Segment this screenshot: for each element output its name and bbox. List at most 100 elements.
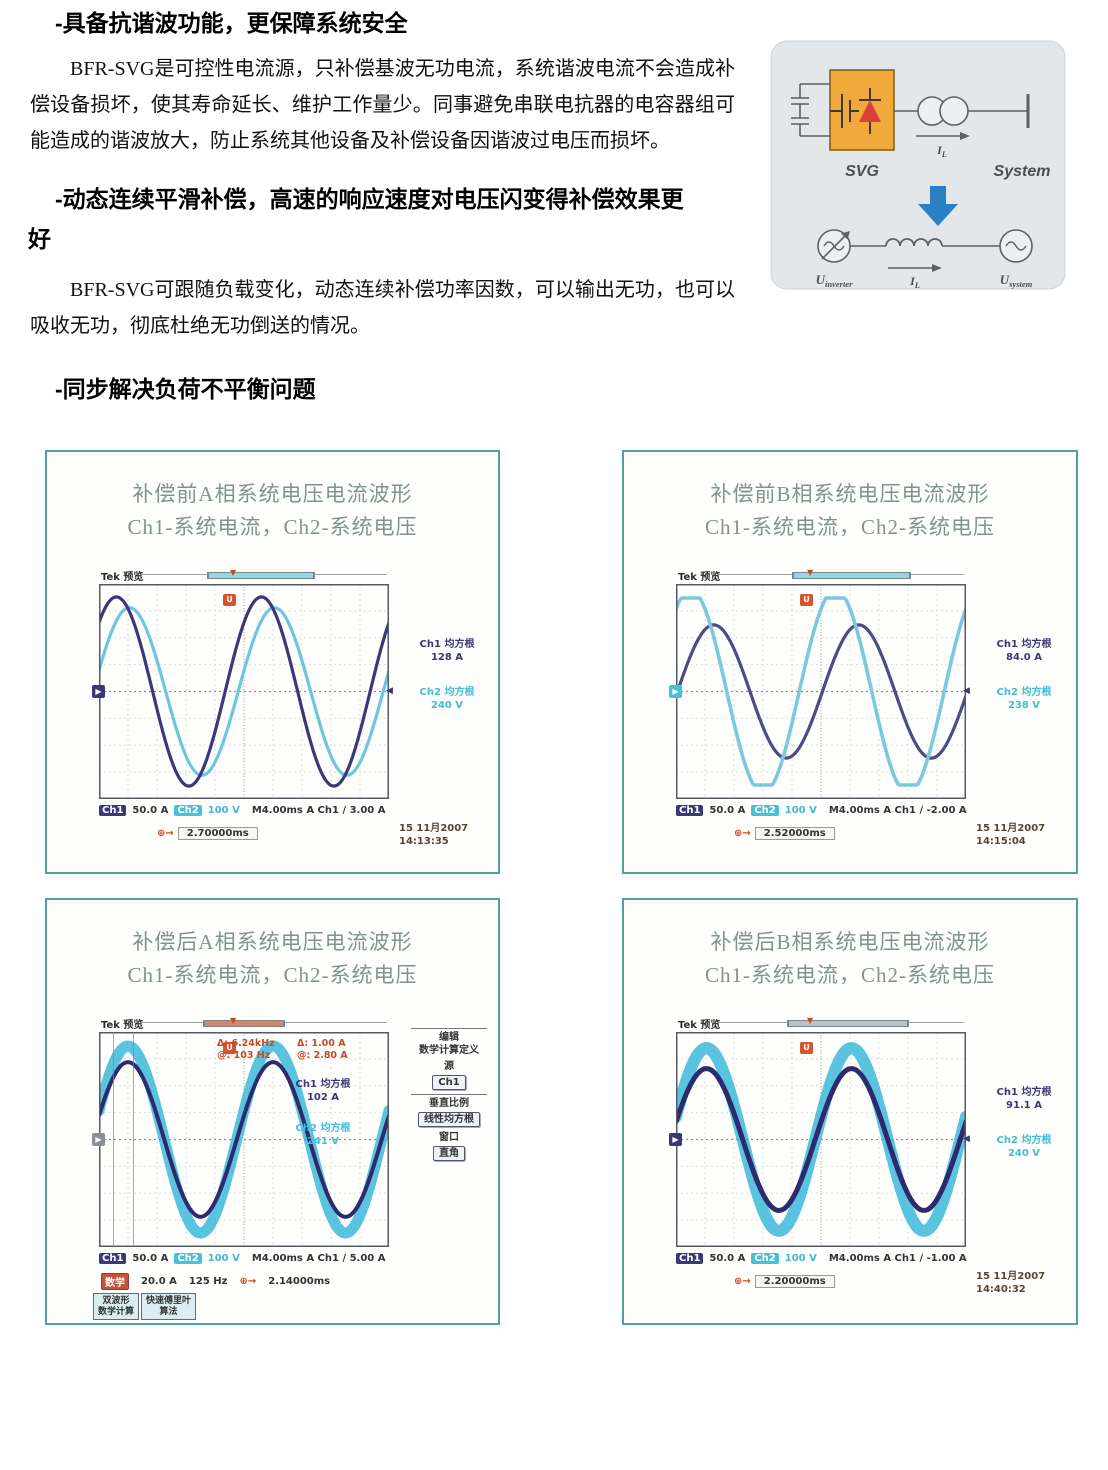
ch2-rms-readout: Ch2 均方根 240 V [996,1135,1052,1159]
acquisition-bar [718,572,964,579]
scope-graticule [676,1032,966,1247]
scope-status-bar: Ch1 50.0 A Ch2 100 V M4.00ms A Ch1 ∕ 3.0… [99,805,399,816]
ch2-rms-readout: Ch2 均方根 240 V [419,687,475,711]
panel-title-line1: 补偿前A相系统电压电流波形 [132,482,413,506]
ch1-rms-readout: Ch1 均方根 128 A [419,639,475,663]
scope-status-bar: Ch1 50.0 A Ch2 100 V M4.00ms A Ch1 ∕ -1.… [676,1253,976,1264]
scope-status-bar: Ch1 50.0 A Ch2 100 V M4.00ms A Ch1 ∕ 5.0… [99,1253,399,1264]
delta-measurement-readout: Δ: 6.24kHz Δ: 1.00 A @: 103 Hz @: 2.80 A [217,1038,348,1061]
transformer-icon [917,96,969,126]
ch2-chip: Ch2 [174,1253,202,1264]
trigger-level-icon: ◀ [386,686,393,696]
scope-datetime: 15 11月2007 14:13:35 [399,823,469,847]
trigger-level-icon: ◀ [963,686,970,696]
trigger-level-icon: ◀ [963,1134,970,1144]
delay-icon: ⊕→ [239,1276,257,1287]
panel-title-line1: 补偿前B相系统电压电流波形 [710,482,990,506]
menu-source-button: Ch1 [432,1075,466,1090]
panel-title: 补偿后A相系统电压电流波形 Ch1-系统电流，Ch2-系统电压 [47,926,498,992]
inductor-icon [885,238,943,247]
dc-capacitor-icon [791,83,830,137]
scope-brand: Tek 预览 [678,572,721,583]
fft-button: 快速傅里叶 算法 [141,1293,197,1320]
acquisition-bar [141,572,387,579]
ch1-chip: Ch1 [676,805,704,816]
panel-title-line2: Ch1-系统电流，Ch2-系统电压 [127,515,418,539]
delay-readout: ⊕→ 2.70000ms [157,827,258,840]
panel-post-phase-a: 补偿后A相系统电压电流波形 Ch1-系统电流，Ch2-系统电压 Tek 预览 ▼… [45,898,500,1325]
scope-brand: Tek 预览 [678,1020,721,1031]
delay-icon: ⊕→ [734,1276,751,1287]
diode-symbol-icon [859,88,881,134]
menu-window-label: 窗口 [439,1132,459,1143]
panel-title: 补偿后B相系统电压电流波形 Ch1-系统电流，Ch2-系统电压 [624,926,1076,992]
heading-load-unbalance: -同步解决负荷不平衡问题 [55,376,316,402]
panel-title-line2: Ch1-系统电流，Ch2-系统电压 [705,963,995,987]
u-inverter-label: Uinverter [816,272,853,289]
panel-pre-phase-b: 补偿前B相系统电压电流波形 Ch1-系统电流，Ch2-系统电压 Tek 预览 ▼… [622,450,1078,874]
delay-readout: ⊕→ 2.52000ms [734,827,835,840]
scope-datetime: 15 11月2007 14:15:04 [976,823,1046,847]
panel-pre-phase-a: 补偿前A相系统电压电流波形 Ch1-系统电流，Ch2-系统电压 Tek 预览 ▼… [45,450,500,874]
marker-u-icon: U [223,1042,236,1054]
ch1-rms-readout: Ch1 均方根 102 A [295,1079,351,1103]
ch2-rms-readout: Ch2 均方根 238 V [996,687,1052,711]
paragraph-anti-harmonic: BFR-SVG是可控性电流源，只补偿基波无功电流，系统谐波电流不会造成补偿设备损… [30,58,735,152]
ch2-rms-readout: Ch2 均方根 241 V [295,1123,351,1147]
delay-icon: ⊕→ [157,828,174,839]
panel-title-line2: Ch1-系统电流，Ch2-系统电压 [127,963,418,987]
ac-source-icon [999,229,1033,263]
trigger-position-icon: ▼ [230,568,237,577]
scope-graticule [99,1032,389,1247]
svg-system-diagram-canvas: IL SVG System IL Uin [770,40,1066,290]
heading-dynamic-compensation: -动态连续平滑补偿，高速的响应速度对电压闪变得补偿效果更好 [28,186,684,252]
menu-subtitle: 数学计算定义 [419,1045,479,1056]
channel-marker-icon: ▶ [669,685,682,698]
menu-separator [411,1094,487,1095]
marker-u-icon: U [800,594,813,606]
il-label-top: IL [936,143,947,159]
panel-post-phase-b: 补偿后B相系统电压电流波形 Ch1-系统电流，Ch2-系统电压 Tek 预览 ▼… [622,898,1078,1325]
trigger-position-icon: ▼ [230,1016,237,1025]
acquisition-segment [207,572,315,579]
acquisition-segment [791,572,912,579]
scope-graticule [676,584,966,799]
ch1-chip: Ch1 [99,805,127,816]
channel-marker-icon: ▶ [669,1133,682,1146]
acquisition-bar [141,1020,387,1027]
menu-separator [411,1028,487,1029]
scope-side-menu: 编辑 数学计算定义 源 Ch1 垂直比例 线性均方根 窗口 直角 [399,1028,499,1165]
panel-title-line1: 补偿后B相系统电压电流波形 [710,930,990,954]
channel-marker-icon: ▶ [92,1133,105,1146]
system-label: System [994,163,1051,180]
dual-waveform-math-button: 双波形 数学计算 [93,1293,140,1320]
scope-brand: Tek 预览 [101,1020,144,1031]
oscilloscope-screenshot: Tek 预览 ▼ U ▶ ◀ Ch1 均方根 84.0 A Ch2 均方根 23… [669,568,1076,870]
scope-brand: Tek 预览 [101,572,144,583]
menu-title: 编辑 [439,1032,459,1043]
inverter-source-icon [817,229,851,263]
menu-vertical-button: 线性均方根 [418,1112,480,1127]
oscilloscope-screenshot: Tek 预览 ▼ U ▶ Δ: 6.24kHz Δ: 1.00 A @: 103 … [92,1016,499,1320]
menu-vertical-label: 垂直比例 [429,1098,469,1109]
cursor-line-b [133,1032,134,1247]
ch1-chip: Ch1 [676,1253,704,1264]
math-chip: 数学 [101,1273,129,1290]
svg-label: SVG [845,163,879,180]
panel-title: 补偿前B相系统电压电流波形 Ch1-系统电流，Ch2-系统电压 [624,478,1076,544]
channel-marker-icon: ▶ [92,685,105,698]
ch1-rms-readout: Ch1 均方根 84.0 A [996,639,1052,663]
acquisition-segment [202,1020,286,1027]
panel-title-line1: 补偿后A相系统电压电流波形 [132,930,413,954]
scope-graticule [99,584,389,799]
paragraph-dynamic-compensation: BFR-SVG可跟随负载变化，动态连续补偿功率因数，可以输出无功，也可以吸收无功… [30,279,735,337]
panel-title: 补偿前A相系统电压电流波形 Ch1-系统电流，Ch2-系统电压 [47,478,498,544]
ch2-chip: Ch2 [174,805,202,816]
marker-u-icon: U [223,594,236,606]
ch1-chip: Ch1 [99,1253,127,1264]
heading-anti-harmonic: -具备抗谐波功能，更保障系统安全 [55,10,408,36]
ch2-chip: Ch2 [751,1253,779,1264]
math-status-row: 数学 20.0 A 125 Hz ⊕→ 2.14000ms [101,1273,330,1290]
ch2-chip: Ch2 [751,805,779,816]
acquisition-bar [718,1020,964,1027]
